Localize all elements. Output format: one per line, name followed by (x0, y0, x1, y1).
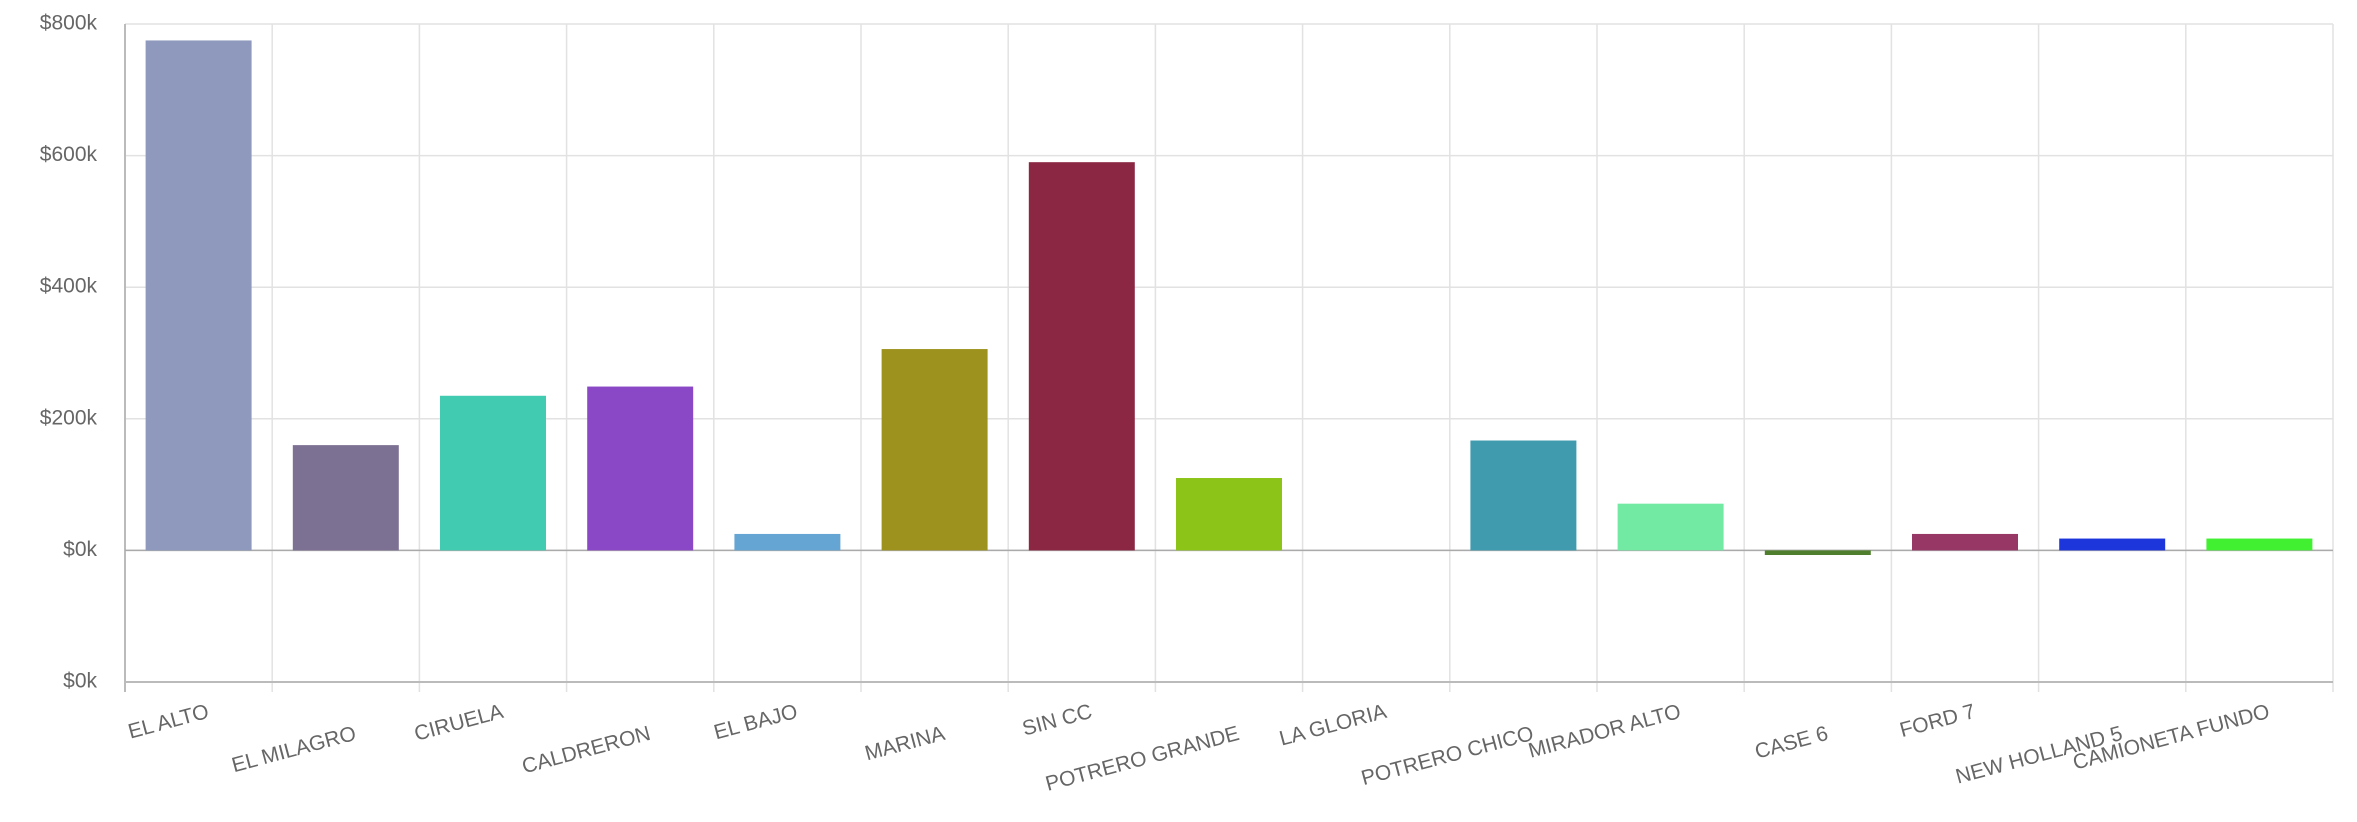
x-tick-label: EL MILAGRO (229, 722, 358, 777)
bar (1470, 440, 1577, 551)
x-tick-label: SIN CC (1020, 700, 1095, 741)
x-tick-label: LA GLORIA (1277, 700, 1389, 751)
x-tick-label: CALDRERON (520, 722, 653, 778)
x-tick-label: FORD 7 (1897, 700, 1977, 742)
bar (145, 40, 252, 551)
x-tick-label: CIRUELA (412, 700, 506, 746)
bar (2059, 538, 2166, 551)
x-tick-label: POTRERO CHICO (1359, 722, 1536, 790)
x-tick-label: CASE 6 (1752, 722, 1830, 764)
bar (1617, 503, 1724, 551)
y-tick-label: $600k (40, 143, 98, 166)
y-tick-label: $0k (63, 670, 97, 693)
bar (1764, 550, 1871, 556)
y-tick-label: $0k (63, 538, 97, 561)
bar (292, 445, 399, 551)
y-tick-label: $800k (40, 12, 98, 35)
x-tick-label: MARINA (862, 722, 947, 765)
bar (881, 349, 988, 551)
bar (1176, 478, 1282, 551)
x-tick-label: EL ALTO (126, 700, 212, 744)
y-tick-label: $400k (40, 275, 98, 298)
bar (440, 395, 546, 551)
x-tick-label: POTRERO GRANDE (1043, 722, 1242, 796)
x-tick-label: EL BAJO (711, 700, 800, 744)
y-tick-label: $200k (40, 406, 98, 429)
bar (2206, 538, 2313, 551)
bar (587, 386, 694, 551)
x-tick-label: MIRADOR ALTO (1526, 700, 1683, 763)
bar (734, 533, 841, 551)
bar (1912, 533, 2018, 551)
bar (1028, 162, 1135, 551)
